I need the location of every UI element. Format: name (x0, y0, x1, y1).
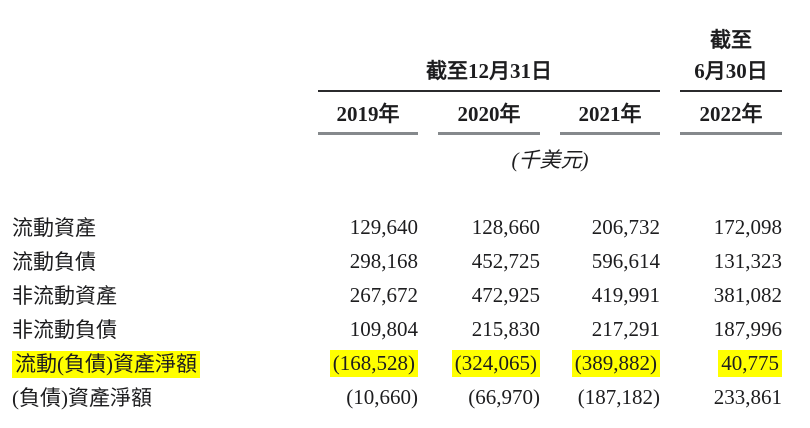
highlight-value: 40,775 (718, 349, 782, 377)
value-cell: (389,882) (560, 349, 660, 377)
value-cell: (187,182) (577, 384, 660, 409)
value-cell: 131,323 (713, 248, 782, 273)
highlight-value: (324,065) (451, 349, 540, 377)
value-cell: 215,830 (471, 316, 540, 341)
value-cell: 217,291 (591, 316, 660, 341)
value-cell: 206,732 (591, 214, 660, 239)
row-label: 非流動負債 (12, 318, 117, 342)
highlight-value: (389,882) (571, 349, 660, 377)
value-cell: 233,861 (713, 384, 782, 409)
value-cell: 419,991 (591, 282, 660, 307)
column-header-year-2019: 2019年 (318, 92, 418, 135)
value-cell: (10,660) (346, 384, 418, 409)
column-header-jun30: 6月30日 (680, 55, 782, 92)
table-row-current-liabilities: 流動負債 298,168 452,725 596,614 131,323 (0, 244, 782, 278)
value-cell: 40,775 (680, 349, 782, 377)
value-cell: 172,098 (713, 214, 782, 239)
header-body-gap (0, 176, 810, 210)
column-group-header-dec31: 截至12月31日 (318, 55, 660, 92)
value-cell: 452,725 (471, 248, 540, 273)
row-label: (負債)資產淨額 (12, 386, 152, 410)
value-cell: 129,640 (349, 214, 418, 239)
column-header-year-2020: 2020年 (438, 92, 540, 135)
row-label: 非流動資產 (12, 284, 117, 308)
value-cell: (324,065) (438, 349, 540, 377)
table-row-noncurrent-assets: 非流動資產 267,672 472,925 419,991 381,082 (0, 278, 782, 312)
value-cell: 109,804 (349, 316, 418, 341)
highlight-value: (168,528) (329, 349, 418, 377)
header-row-years: 2019年 2020年 2021年 2022年 (0, 92, 782, 135)
column-header-as-of-top: 截至 (710, 28, 752, 52)
row-label: 流動(負債)資產淨額 (0, 348, 298, 378)
table-row-current-assets: 流動資產 129,640 128,660 206,732 172,098 (0, 210, 782, 244)
value-cell: (168,528) (318, 349, 418, 377)
table-row-net-current-assets-highlighted: 流動(負債)資產淨額 (168,528) (324,065) (389,882)… (0, 346, 782, 380)
value-cell: 187,996 (713, 316, 782, 341)
column-header-year-2021: 2021年 (560, 92, 660, 135)
row-label: 流動資產 (12, 216, 96, 240)
table-row-net-assets-liabilities: (負債)資產淨額 (10,660) (66,970) (187,182) 233… (0, 380, 782, 414)
value-cell: (66,970) (468, 384, 540, 409)
value-cell: 596,614 (591, 248, 660, 273)
table-row-noncurrent-liabilities: 非流動負債 109,804 215,830 217,291 187,996 (0, 312, 782, 346)
header-row-periods: 截至12月31日 6月30日 (0, 52, 782, 92)
value-cell: 381,082 (713, 282, 782, 307)
value-cell: 267,672 (349, 282, 418, 307)
value-cell: 472,925 (471, 282, 540, 307)
value-cell: 298,168 (349, 248, 418, 273)
highlight-label: 流動(負債)資產淨額 (12, 351, 200, 378)
row-label: 流動負債 (12, 250, 96, 274)
header-row-as-of: 截至 (0, 24, 782, 52)
column-header-year-2022: 2022年 (680, 92, 782, 135)
unit-row: (千美元) (0, 132, 782, 176)
unit-label: (千美元) (511, 148, 589, 172)
value-cell: 128,660 (471, 214, 540, 239)
